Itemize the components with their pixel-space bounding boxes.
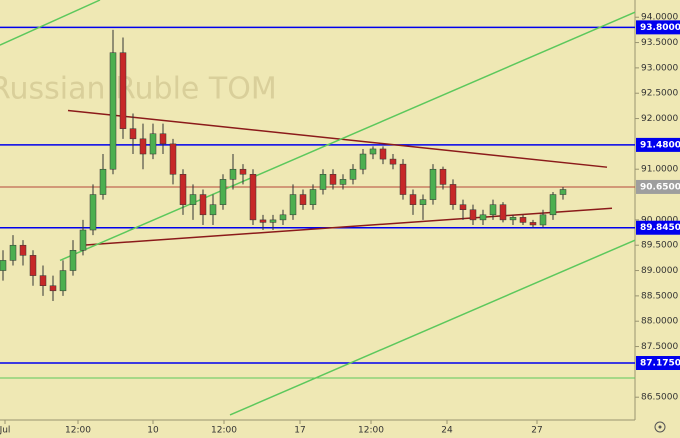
candle-body: [39, 275, 47, 286]
candle-body: [59, 270, 67, 292]
candle-body: [209, 204, 217, 216]
candle-body: [369, 148, 377, 155]
candle-body: [149, 133, 157, 155]
candle-body: [79, 229, 87, 251]
watermark: Russian Ruble TOM: [0, 72, 277, 107]
candle-body: [469, 209, 477, 221]
y-tick-label: 86.5000: [641, 393, 678, 403]
trend-line: [67, 109, 608, 168]
candle-body: [559, 189, 567, 195]
candle-body: [399, 163, 407, 195]
level-label: 87.1750: [640, 359, 680, 369]
level-label: 90.6500: [640, 182, 680, 192]
candle-body: [299, 194, 307, 205]
candle-body: [359, 153, 367, 170]
settings-icon-dot: [658, 425, 662, 429]
candle-body: [69, 250, 77, 271]
candle-body: [229, 168, 237, 180]
x-tick-label: 27: [531, 426, 542, 436]
y-tick-label: 88.0000: [641, 317, 678, 327]
candle-body: [0, 260, 7, 271]
candle-body: [479, 214, 487, 221]
candle-body: [549, 194, 557, 216]
y-tick-label: 88.5000: [641, 291, 678, 301]
candle-body: [379, 148, 387, 160]
y-tick-label: 90.0000: [641, 215, 678, 225]
candle-body: [139, 138, 147, 155]
level-label-box: [636, 220, 680, 235]
candle-body: [309, 189, 317, 205]
x-tick-label: 24: [441, 426, 453, 436]
candle-body: [519, 217, 527, 223]
y-tick-label: 93.5000: [641, 38, 678, 48]
trend-line: [0, 0, 101, 46]
level-label-box: [636, 356, 680, 371]
y-tick-label: 94.0000: [641, 13, 678, 23]
level-label: 91.4800: [640, 140, 680, 150]
level-label: 93.8000: [640, 23, 680, 33]
candle-body: [529, 222, 537, 226]
y-tick-label: 92.5000: [641, 89, 678, 99]
candle-body: [389, 158, 397, 165]
candle-body: [99, 168, 107, 195]
candle-body: [239, 168, 247, 175]
y-tick-label: 93.0000: [641, 63, 678, 73]
y-tick-label: 91.0000: [641, 165, 678, 175]
candle-body: [429, 168, 437, 200]
candle-body: [159, 133, 167, 145]
candle-body: [459, 204, 467, 210]
x-tick-label: 10: [147, 426, 159, 436]
y-tick-label: 89.0000: [641, 266, 678, 276]
level-label: 89.8450: [640, 223, 680, 233]
candle-body: [129, 128, 137, 140]
candle-body: [409, 194, 417, 205]
candle-body: [349, 168, 357, 180]
x-tick-label: 12:00: [358, 426, 384, 436]
candle-body: [499, 204, 507, 221]
candle-body: [449, 184, 457, 205]
trend-line: [59, 11, 636, 262]
candle-body: [9, 244, 17, 261]
x-tick-label: 12:00: [65, 426, 91, 436]
y-tick-label: 92.0000: [641, 114, 678, 124]
candle-body: [329, 174, 337, 185]
candle-body: [49, 285, 57, 292]
candle-body: [269, 219, 277, 223]
candle-body: [289, 194, 297, 216]
candle-body: [509, 217, 517, 221]
level-label-box: [636, 20, 680, 35]
candle-body: [419, 199, 427, 205]
level-label-box: [636, 137, 680, 152]
candle-body: [219, 179, 227, 205]
candle-body: [119, 52, 127, 129]
candle-body: [89, 194, 97, 231]
candle-body: [199, 194, 207, 216]
candle-body: [169, 143, 177, 175]
candle-body: [339, 179, 347, 185]
candle-body: [259, 219, 267, 223]
candle-body: [249, 174, 257, 221]
candle-body: [189, 194, 197, 205]
candle-body: [179, 174, 187, 205]
x-tick-label: 12:00: [211, 426, 237, 436]
candle-body: [539, 214, 547, 226]
candle-body: [279, 214, 287, 221]
y-tick-label: 89.5000: [641, 241, 678, 251]
candle-body: [439, 168, 447, 185]
trend-line: [81, 207, 613, 246]
candle-body: [489, 204, 497, 216]
trend-line: [229, 239, 636, 416]
y-tick-label: 87.5000: [641, 342, 678, 352]
candle-body: [109, 52, 117, 170]
candle-body: [319, 174, 327, 190]
x-tick-label: Jul: [0, 426, 10, 436]
level-label-box: [636, 179, 680, 194]
x-tick-label: 17: [294, 426, 305, 436]
settings-icon[interactable]: [654, 421, 666, 433]
candle-body: [29, 255, 37, 276]
candle-body: [19, 244, 27, 256]
